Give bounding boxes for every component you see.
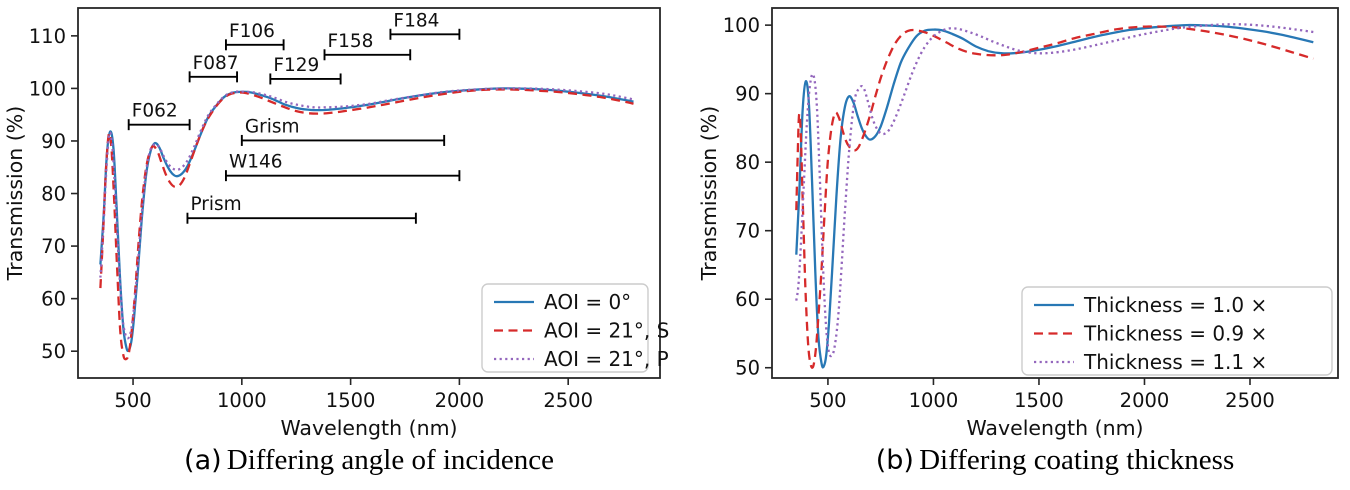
- band-label-f087: F087: [193, 53, 239, 74]
- band-f106: F106: [224, 21, 285, 51]
- y-tick-label: 60: [41, 288, 66, 311]
- y-tick-label: 100: [723, 14, 760, 37]
- plot-b: 500 1000 1500 2000 2500 50 60 70 80 90 100 Waveleng…: [697, 7, 1339, 440]
- x-tick-label: 500: [809, 389, 846, 412]
- y-tick-label: 50: [735, 357, 760, 380]
- axes-frame: [77, 7, 661, 379]
- y-tick-label: 110: [29, 25, 66, 48]
- band-label-f184: F184: [393, 10, 439, 31]
- plot-a: 500 1000 1500 2000 2500 50 60 70 80 90 100 110 Wavel…: [3, 7, 669, 440]
- band-f129: F129: [269, 55, 342, 85]
- legend-label: Thickness = 1.1 ×: [1083, 350, 1267, 374]
- y-tick-label: 70: [735, 220, 760, 243]
- band-label-grism: Grism: [245, 116, 300, 137]
- legend-label: AOI = 0°: [544, 290, 631, 314]
- band-label-f158: F158: [328, 31, 374, 52]
- band-label-f106: F106: [229, 21, 275, 42]
- x-tick-label: 2000: [435, 389, 485, 412]
- x-tick-label: 1000: [909, 389, 959, 412]
- x-axis-label: Wavelength (nm): [280, 416, 457, 440]
- x-tick-label: 2500: [1225, 389, 1275, 412]
- plots-canvas: 500 1000 1500 2000 2500 50 60 70 80 90 100 110 Wavel…: [3, 7, 1339, 440]
- legend-label: AOI = 21°, P: [544, 347, 669, 371]
- caption-a: (a) Differing angle of incidence: [94, 444, 644, 477]
- curve-b-0-solid: [795, 23, 1314, 369]
- caption-b-tag: (b): [875, 445, 914, 476]
- band-label-w146: W146: [229, 152, 283, 173]
- y-axis-label: Transmission (%): [697, 106, 721, 281]
- band-f062: F062: [127, 101, 191, 131]
- y-tick-label: 50: [41, 340, 66, 363]
- band-w146: W146: [224, 152, 461, 182]
- band-f184: F184: [389, 10, 461, 40]
- y-tick-label: 100: [29, 77, 66, 100]
- x-tick-label: 500: [114, 389, 151, 412]
- caption-b-text: Differing coating thickness: [919, 444, 1235, 476]
- caption-a-text: Differing angle of incidence: [226, 444, 554, 476]
- curve-a-1-dashed: [99, 88, 634, 361]
- y-tick-label: 80: [735, 151, 760, 174]
- curve-b-1-dashed: [795, 25, 1314, 369]
- band-label-f129: F129: [273, 55, 319, 76]
- band-label-prism: Prism: [190, 194, 241, 215]
- legend-label: Thickness = 1.0 ×: [1083, 293, 1267, 317]
- band-prism: Prism: [186, 194, 417, 224]
- legend-b: Thickness = 1.0 × Thickness = 0.9 × Thickn…: [1021, 286, 1333, 376]
- x-tick-label: 2500: [543, 389, 593, 412]
- y-tick-label: 80: [41, 183, 66, 206]
- y-tick-label: 60: [735, 288, 760, 311]
- legend-label: AOI = 21°, S: [544, 319, 669, 343]
- legend-label: Thickness = 0.9 ×: [1083, 322, 1267, 346]
- caption-b: (b) Differing coating thickness: [780, 444, 1330, 477]
- y-axis-label: Transmission (%): [3, 106, 27, 281]
- band-f158: F158: [323, 31, 412, 61]
- caption-a-tag: (a): [184, 445, 222, 476]
- x-tick-label: 2000: [1120, 389, 1170, 412]
- legend-a: AOI = 0° AOI = 21°, S AOI = 21°, P: [481, 283, 669, 373]
- x-axis-label: Wavelength (nm): [966, 416, 1143, 440]
- y-tick-label: 70: [41, 235, 66, 258]
- axes-frame: [771, 7, 1339, 379]
- x-tick-label: 1500: [326, 389, 376, 412]
- x-tick-label: 1500: [1014, 389, 1064, 412]
- y-tick-label: 90: [41, 130, 66, 153]
- band-f087: F087: [188, 53, 239, 83]
- band-label-f062: F062: [132, 101, 178, 122]
- y-tick-label: 90: [735, 83, 760, 106]
- x-tick-label: 1000: [217, 389, 267, 412]
- band-grism: Grism: [240, 116, 446, 146]
- curve-a-2-dotted: [99, 87, 634, 340]
